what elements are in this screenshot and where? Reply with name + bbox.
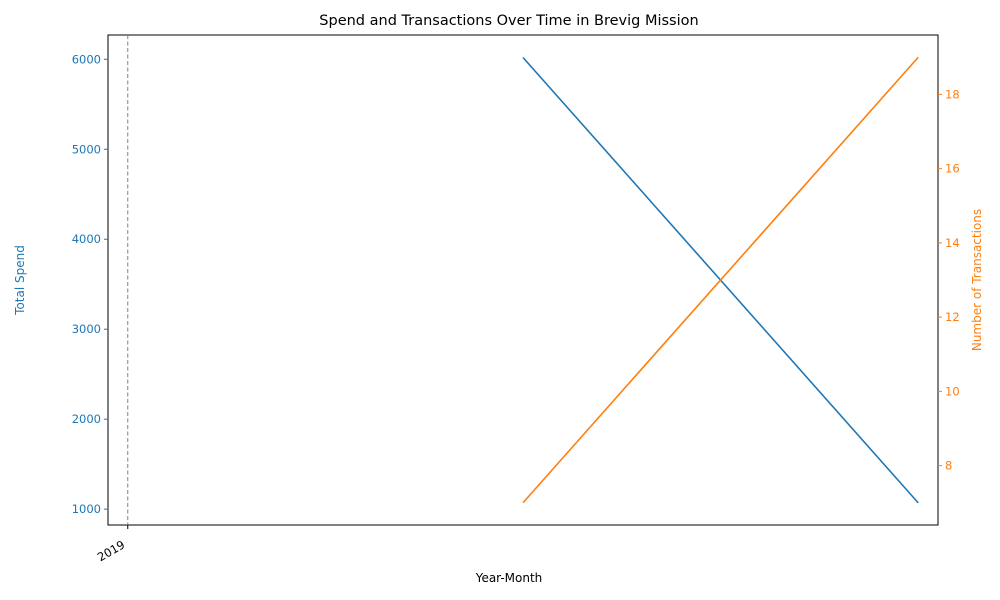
right-y-tick-label: 14 [945, 236, 960, 250]
plot-area [107, 34, 939, 526]
left-y-tick-label: 2000 [72, 412, 101, 426]
left-y-axis: 1000 2000 3000 4000 5000 6000 [72, 52, 108, 516]
left-y-tick-label: 1000 [72, 502, 101, 516]
right-y-tick-label: 8 [945, 459, 952, 473]
series-layer [522, 56, 919, 504]
x-axis-label: Year-Month [475, 571, 543, 585]
right-y-tick-label: 18 [945, 87, 960, 101]
right-y-tick-label: 10 [945, 384, 960, 398]
x-axis: 2019 [95, 525, 129, 564]
right-y-tick-label: 12 [945, 310, 960, 324]
left-y-tick-label: 5000 [72, 142, 101, 156]
left-y-tick-label: 6000 [72, 52, 101, 66]
series-line-transactions [522, 56, 919, 504]
left-y-tick-label: 3000 [72, 322, 101, 336]
right-y-tick-label: 16 [945, 162, 960, 176]
left-y-tick-label: 4000 [72, 232, 101, 246]
left-y-axis-label: Total Spend [13, 245, 27, 316]
right-y-axis-label: Number of Transactions [970, 209, 984, 351]
x-tick-label: 2019 [95, 537, 127, 564]
right-y-axis: 8 10 12 14 16 18 [938, 87, 960, 473]
chart-title: Spend and Transactions Over Time in Brev… [319, 13, 698, 29]
